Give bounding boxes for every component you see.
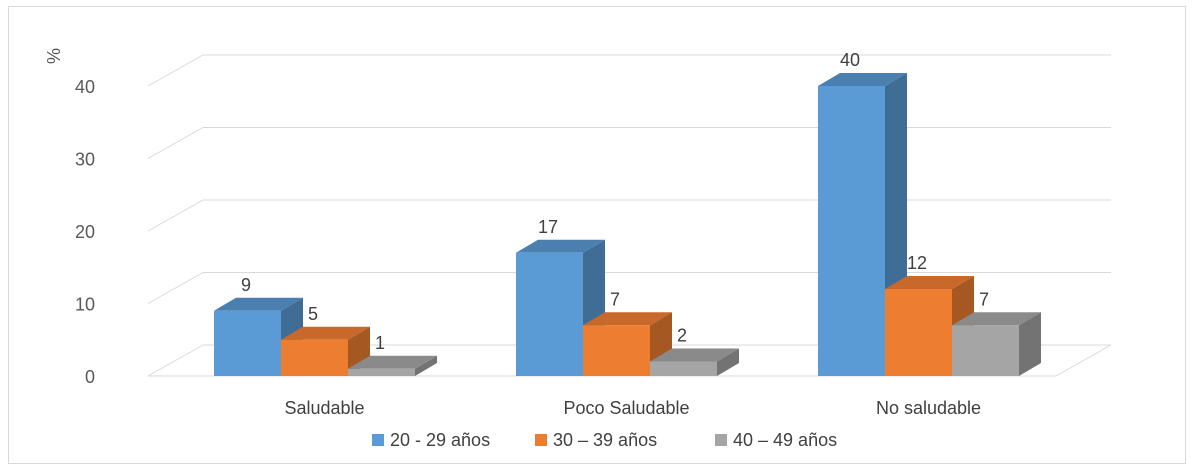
legend-label: 20 - 29 años	[390, 430, 490, 450]
data-label: 9	[241, 275, 251, 295]
bar-top	[952, 312, 1041, 326]
data-label: 5	[308, 304, 318, 324]
data-label: 7	[610, 289, 620, 309]
data-label: 12	[907, 253, 927, 273]
bar	[818, 86, 885, 376]
gridline	[147, 199, 1111, 232]
data-label: 17	[538, 217, 558, 237]
x-category-label: Saludable	[284, 398, 364, 418]
y-tick-label: 40	[75, 77, 95, 97]
data-label: 40	[840, 50, 860, 70]
bar-top	[516, 239, 605, 253]
legend-swatch	[535, 434, 547, 446]
y-tick-label: 0	[85, 367, 95, 387]
bar-top	[214, 297, 303, 311]
gridline	[147, 344, 1111, 377]
bar-top	[650, 348, 739, 362]
bar-side	[717, 348, 739, 376]
x-category-label: No saludable	[876, 398, 981, 418]
bar	[885, 289, 952, 376]
x-category-label: Poco Saludable	[563, 398, 689, 418]
legend-swatch	[715, 434, 727, 446]
legend-label: 30 – 39 años	[553, 430, 657, 450]
bar	[214, 310, 281, 376]
gridline	[147, 272, 1111, 304]
y-axis-label: %	[44, 48, 64, 64]
y-tick-label: 30	[75, 150, 95, 170]
bar	[281, 339, 348, 376]
data-label: 1	[375, 333, 385, 353]
bar-top	[348, 355, 437, 369]
gridline	[147, 54, 1111, 87]
bars	[214, 73, 1041, 376]
bar	[952, 325, 1019, 376]
bar	[650, 361, 717, 376]
bar-top	[885, 276, 974, 289]
legend-swatch	[372, 434, 384, 446]
bar-top	[281, 326, 370, 340]
y-axis-ticks: 0 10 20 30 40	[75, 77, 95, 387]
data-label: 2	[677, 326, 687, 346]
bar-top	[583, 312, 672, 326]
data-label: 7	[979, 289, 989, 309]
x-axis-categories: Saludable Poco Saludable No saludable	[284, 398, 981, 418]
bar-top	[818, 73, 907, 86]
bar-side	[1019, 312, 1041, 376]
chart-frame	[8, 6, 1186, 464]
y-tick-label: 10	[75, 295, 95, 315]
gridline	[147, 127, 1111, 159]
floor-right-edge	[1055, 344, 1112, 377]
y-tick-label: 20	[75, 222, 95, 242]
legend: 20 - 29 años 30 – 39 años 40 – 49 años	[372, 430, 837, 450]
bar-side	[415, 355, 437, 376]
bar	[348, 368, 415, 376]
bar	[516, 252, 583, 376]
legend-label: 40 – 49 años	[733, 430, 837, 450]
data-labels: 9 5 1 17 7 2 40 12 7	[241, 50, 989, 353]
bar	[583, 325, 650, 376]
